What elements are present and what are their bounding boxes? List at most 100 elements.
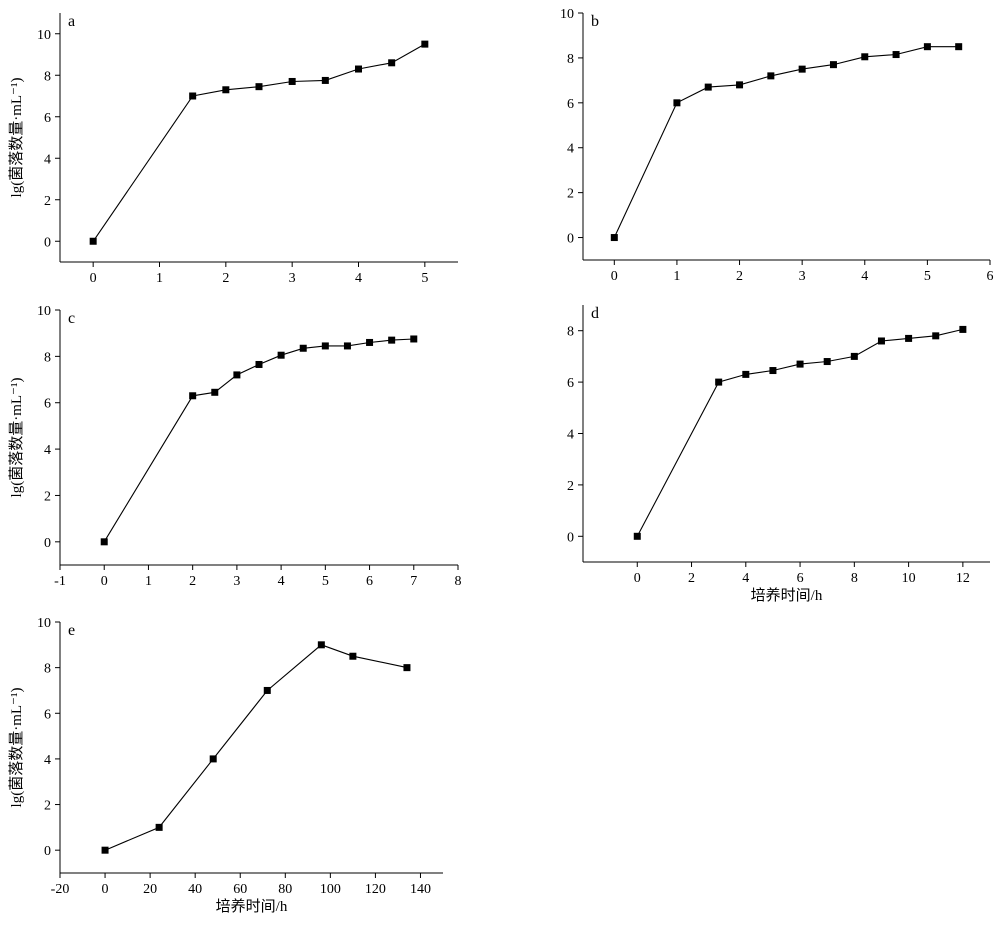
y-tick-label: 4	[44, 443, 51, 458]
data-point	[321, 342, 329, 350]
data-point	[610, 234, 618, 242]
data-point	[850, 352, 858, 360]
x-tick-label: 10	[902, 571, 916, 586]
y-axis-title: lg(菌落数量·mL⁻¹)	[8, 688, 25, 808]
series-line	[103, 338, 414, 543]
data-point	[633, 532, 641, 540]
x-axis-title: 培养时间/h	[751, 587, 823, 604]
y-tick-label: 8	[44, 662, 51, 677]
x-tick-label: 3	[289, 271, 296, 286]
y-tick-label: 10	[37, 28, 51, 43]
data-point	[742, 370, 750, 378]
data-point	[288, 77, 296, 85]
x-tick-label: 0	[90, 271, 97, 286]
x-tick-label: 4	[278, 574, 285, 589]
data-point	[343, 342, 351, 350]
data-point	[388, 336, 396, 344]
y-tick-label: 6	[44, 111, 51, 126]
x-tick-label: 0	[101, 574, 108, 589]
y-tick-label: 2	[567, 187, 574, 202]
y-tick-label: 4	[567, 428, 574, 443]
x-tick-label: 0	[611, 269, 618, 284]
chart-panel-e: 0 2 4 6 8 10 -20 0 20 40 60 80 100 120 140 e lg(菌落数量·mL⁻…	[8, 616, 443, 915]
series-line	[104, 644, 408, 851]
data-point	[263, 686, 271, 694]
x-tick-label: 5	[924, 269, 931, 284]
data-point	[403, 664, 411, 672]
y-tick-label: 0	[44, 844, 51, 859]
data-point	[932, 332, 940, 340]
x-tick-label: 2	[189, 574, 196, 589]
panel-label: a	[68, 13, 75, 30]
panel-label: e	[68, 622, 75, 639]
x-tick-label: 12	[956, 571, 970, 586]
data-point	[366, 338, 374, 346]
data-point	[255, 83, 263, 91]
data-point	[222, 86, 230, 94]
x-tick-label: 0	[634, 571, 641, 586]
chart-panel-b: 0 2 4 6 8 10 0 1 2 3 4 5 6 b	[560, 7, 994, 284]
y-tick-label: 0	[44, 235, 51, 250]
x-tick-label: 3	[799, 269, 806, 284]
y-tick-label: 8	[44, 350, 51, 365]
data-point	[233, 371, 241, 379]
y-tick-label: 0	[44, 536, 51, 551]
y-tick-label: 0	[567, 530, 574, 545]
y-axis-title: lg(菌落数量·mL⁻¹)	[8, 378, 25, 498]
x-axis-title: 培养时间/h	[216, 898, 288, 915]
data-point	[388, 59, 396, 67]
y-tick-label: 10	[560, 7, 574, 22]
data-point	[829, 61, 837, 69]
panel-label: b	[591, 13, 599, 30]
y-tick-label: 10	[37, 616, 51, 631]
x-tick-label: 8	[851, 571, 858, 586]
data-point	[892, 51, 900, 59]
data-point	[905, 334, 913, 342]
y-tick-label: 6	[567, 376, 574, 391]
data-point	[767, 72, 775, 80]
data-point	[89, 237, 97, 245]
x-tick-label: 2	[688, 571, 695, 586]
data-point	[255, 360, 263, 368]
data-point	[299, 344, 307, 352]
x-tick-label: 1	[145, 574, 152, 589]
x-tick-label: 80	[278, 882, 292, 897]
x-tick-label: 6	[797, 571, 804, 586]
panel-label: d	[591, 305, 599, 322]
data-point	[209, 755, 217, 763]
data-point	[736, 81, 744, 89]
y-tick-label: 4	[567, 142, 574, 157]
series-line	[636, 328, 964, 537]
x-tick-label: 4	[861, 269, 868, 284]
data-point	[355, 65, 362, 73]
y-tick-label: 8	[44, 69, 51, 84]
data-point	[715, 378, 723, 386]
data-point	[349, 652, 357, 660]
y-tick-label: 6	[44, 397, 51, 412]
y-tick-label: 2	[567, 479, 574, 494]
x-tick-label: 6	[987, 269, 994, 284]
data-point	[798, 65, 806, 73]
data-point	[796, 360, 804, 368]
series-line	[92, 43, 426, 242]
x-tick-label: 100	[320, 882, 341, 897]
x-tick-label: 4	[355, 271, 362, 286]
data-point	[861, 53, 869, 61]
data-point	[769, 367, 777, 375]
data-point	[155, 823, 163, 831]
y-tick-label: 0	[567, 232, 574, 247]
y-tick-label: 8	[567, 52, 574, 67]
data-point	[277, 351, 285, 359]
data-point	[955, 43, 963, 51]
data-point	[823, 358, 831, 366]
x-tick-label: 4	[742, 571, 749, 586]
x-tick-label: 2	[736, 269, 743, 284]
data-point	[100, 538, 108, 546]
data-point	[877, 337, 885, 345]
data-point	[189, 392, 197, 400]
x-tick-label: -1	[54, 574, 66, 589]
x-tick-label: 5	[322, 574, 329, 589]
series-line	[613, 46, 959, 238]
y-tick-label: 2	[44, 799, 51, 814]
x-tick-label: 5	[421, 271, 428, 286]
